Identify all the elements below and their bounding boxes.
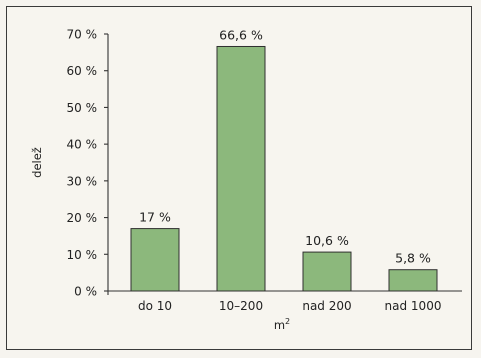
category-label: do 10 — [138, 299, 172, 313]
y-tick-label: 10 % — [67, 248, 98, 262]
y-tick-label: 40 % — [67, 138, 98, 152]
y-tick-label: 30 % — [67, 174, 98, 188]
bar-value-label: 66,6 % — [219, 27, 263, 42]
category-label: nad 200 — [302, 299, 351, 313]
x-axis-title-superscript: 2 — [285, 317, 290, 326]
category-label: 10–200 — [219, 299, 263, 313]
bar-value-label: 5,8 % — [395, 251, 431, 266]
bar-value-label: 10,6 % — [305, 233, 349, 248]
bar-value-label: 17 % — [139, 210, 171, 225]
y-tick-label: 50 % — [67, 101, 98, 115]
y-tick-label: 70 % — [67, 28, 98, 42]
y-tick-label: 0 % — [74, 285, 97, 299]
bar — [303, 252, 351, 291]
y-ticks: 0 % 10 % 20 % 30 % 40 % 50 % 60 % 70 % — [67, 28, 109, 299]
x-axis-title-base: m — [274, 318, 285, 332]
y-axis-title: delež — [30, 147, 44, 178]
bar — [389, 270, 437, 291]
y-tick-label: 20 % — [67, 211, 98, 225]
bars — [131, 46, 437, 291]
value-labels: 17 % 66,6 % 10,6 % 5,8 % — [139, 27, 431, 265]
category-label: nad 1000 — [385, 299, 442, 313]
bar — [217, 46, 265, 291]
x-axis-title: m2 — [274, 317, 290, 332]
bar — [131, 229, 179, 291]
category-labels: do 10 10–200 nad 200 nad 1000 — [138, 299, 441, 313]
y-tick-label: 60 % — [67, 64, 98, 78]
